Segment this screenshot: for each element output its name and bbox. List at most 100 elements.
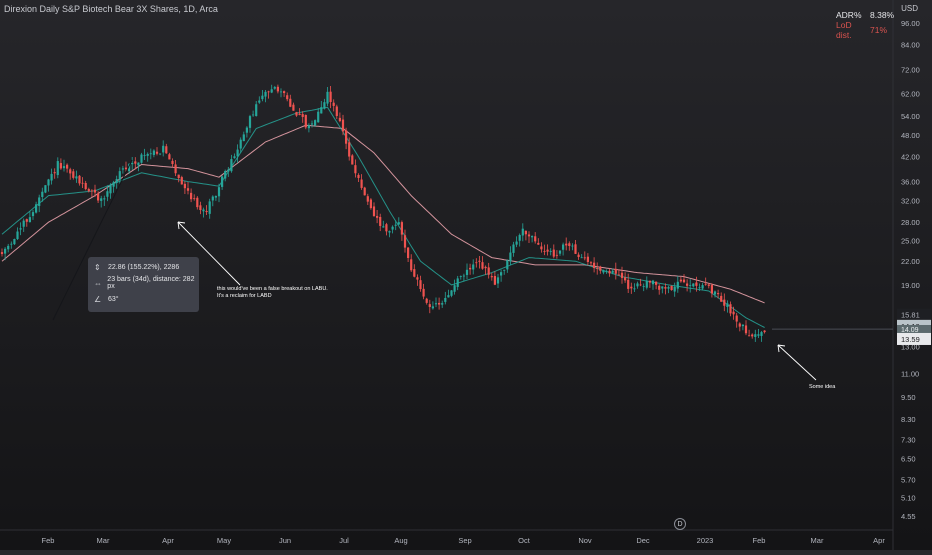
candle-body [16,231,19,240]
candle-body [100,198,103,201]
x-tick-label: Apr [162,536,174,545]
y-tick-label: 48.00 [901,131,920,140]
y-tick-label: 4.55 [901,512,916,521]
y-tick-label: 72.00 [901,66,920,75]
tooltip-bars-row: ⇔ 23 bars (34d), distance: 282 px [88,275,199,291]
candle-body [143,155,146,157]
candle-body [447,295,450,298]
candle-body [738,323,741,327]
candle-body [717,293,720,295]
candle-body [273,87,276,89]
candle-body [596,268,599,269]
candle-body [605,271,608,273]
candle-body [261,95,264,100]
candle-body [558,250,562,254]
candle-body [751,334,754,337]
candle-body [292,104,295,111]
y-tick-label: 36.00 [901,178,920,187]
candle-body [320,107,323,114]
candle-body [394,224,397,226]
annotation-note-2[interactable]: Some idea [809,384,836,390]
candle-body [345,130,348,144]
annotation-arrow-2[interactable] [777,344,817,381]
candle-body [270,89,273,93]
candle-body [310,123,314,125]
low-price-tag-bg [897,332,931,345]
candle-body [31,212,35,217]
vertical-measure-icon: ⇕ [94,262,101,272]
y-tick-label: 96.00 [901,19,920,28]
candle-body [341,119,345,132]
candle-body [239,139,242,149]
candle-body [314,120,317,126]
candle-body [698,287,701,289]
candle-body [713,291,717,295]
candle-body [233,156,236,159]
candle-body [524,230,527,235]
candle-body [431,306,434,309]
tradingview-logo-icon[interactable]: D [674,518,686,530]
x-tick-label: Nov [578,536,592,545]
candle-body [56,161,59,176]
candle-body [627,279,630,289]
candle-body [441,303,444,305]
candle-body [81,182,84,184]
candle-body [372,206,376,217]
candle-body [186,188,190,191]
candle-body [382,226,385,228]
candle-body [391,226,394,230]
countdown-price: 14.09 [901,327,919,334]
candle-body [444,297,447,302]
candle-body [493,275,496,285]
candle-body [69,169,72,174]
candle-body [44,185,47,193]
candle-body [78,175,81,184]
candle-body [35,204,38,213]
candle-body [726,303,729,307]
candle-body [131,162,134,165]
candle-body [425,298,428,303]
y-tick-label: 62.00 [901,90,920,99]
y-tick-label: 5.70 [901,476,916,485]
candle-body [692,283,695,287]
candle-body [465,269,469,275]
candle-body [500,272,503,276]
candle-body [490,276,493,278]
y-tick-label: 54.00 [901,112,920,121]
candle-body [484,266,487,269]
candle-body [456,278,459,287]
annotation-arrow-1[interactable] [177,221,241,286]
candle-body [673,286,676,292]
candle-body [304,114,307,128]
candle-body [242,134,245,142]
lod-label: LoD dist. [836,19,852,40]
candle-body [704,283,707,285]
candle-body [376,215,379,218]
lod-row: LoD dist. 71% [836,19,894,40]
candle-body [279,91,283,93]
candle-body [689,285,692,286]
candle-body [636,283,639,287]
annotation-note-1[interactable]: this would've been a false breakout on L… [217,286,328,300]
x-tick-label: Oct [518,536,531,545]
candle-body [459,276,462,278]
candle-body [351,155,354,165]
candle-body [84,182,87,190]
candle-body [589,262,593,264]
candle-body [701,285,704,289]
candle-body [177,174,180,179]
candle-body [276,86,279,92]
candle-body [518,234,521,241]
measure-line[interactable] [52,159,133,321]
horizontal-measure-icon: ⇔ [94,278,102,288]
candle-body [503,269,506,271]
candle-body [137,162,140,166]
x-tick-label: Aug [394,536,407,545]
candle-body [546,249,549,252]
x-tick-label: Jul [339,536,349,545]
candle-body [230,159,233,172]
candle-body [388,231,391,233]
x-tick-label: 2023 [697,536,714,545]
